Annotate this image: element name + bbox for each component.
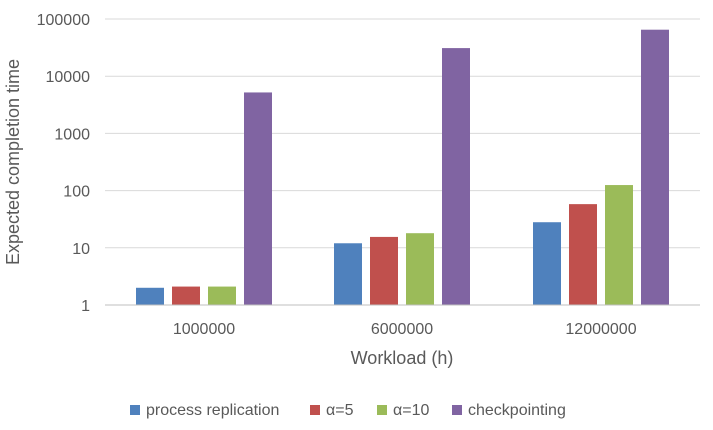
bar: [244, 92, 272, 305]
legend-item: α=10: [377, 402, 429, 419]
legend-swatch: [452, 405, 462, 415]
bar: [442, 48, 470, 305]
x-axis-title: Workload (h): [351, 348, 454, 368]
y-tick-label: 100000: [37, 12, 90, 29]
y-tick-label: 100: [63, 184, 90, 201]
x-tick-label: 6000000: [371, 321, 433, 338]
x-tick-label: 12000000: [565, 321, 636, 338]
legend-swatch: [130, 405, 140, 415]
legend-swatch: [310, 405, 320, 415]
bar: [605, 185, 633, 305]
bar: [334, 243, 362, 305]
bar: [406, 233, 434, 305]
bar: [172, 286, 200, 305]
bar: [569, 204, 597, 305]
y-tick-label: 1: [81, 298, 90, 315]
legend-item: α=5: [310, 402, 354, 419]
y-tick-labels: 1 10 100 1000 10000 100000: [37, 12, 90, 315]
legend-label: α=5: [326, 402, 354, 419]
legend-item: checkpointing: [452, 402, 566, 419]
y-tick-label: 10: [72, 241, 90, 258]
legend-label: checkpointing: [468, 402, 566, 419]
legend-label: α=10: [393, 402, 429, 419]
bar: [533, 222, 561, 305]
x-tick-labels: 1000000 6000000 12000000: [173, 321, 637, 338]
legend-item: process replication: [130, 402, 279, 419]
y-axis-title: Expected completion time: [3, 59, 23, 265]
bar: [370, 236, 398, 305]
bar: [208, 286, 236, 305]
x-tick-label: 1000000: [173, 321, 235, 338]
bar: [136, 287, 164, 305]
y-tick-label: 1000: [54, 126, 90, 143]
bar: [641, 29, 669, 306]
legend-label: process replication: [146, 402, 279, 419]
bars: [136, 29, 669, 306]
gridlines: [105, 18, 700, 249]
y-tick-label: 10000: [46, 69, 91, 86]
legend: process replication α=5 α=10 checkpointing: [130, 402, 566, 419]
legend-swatch: [377, 405, 387, 415]
